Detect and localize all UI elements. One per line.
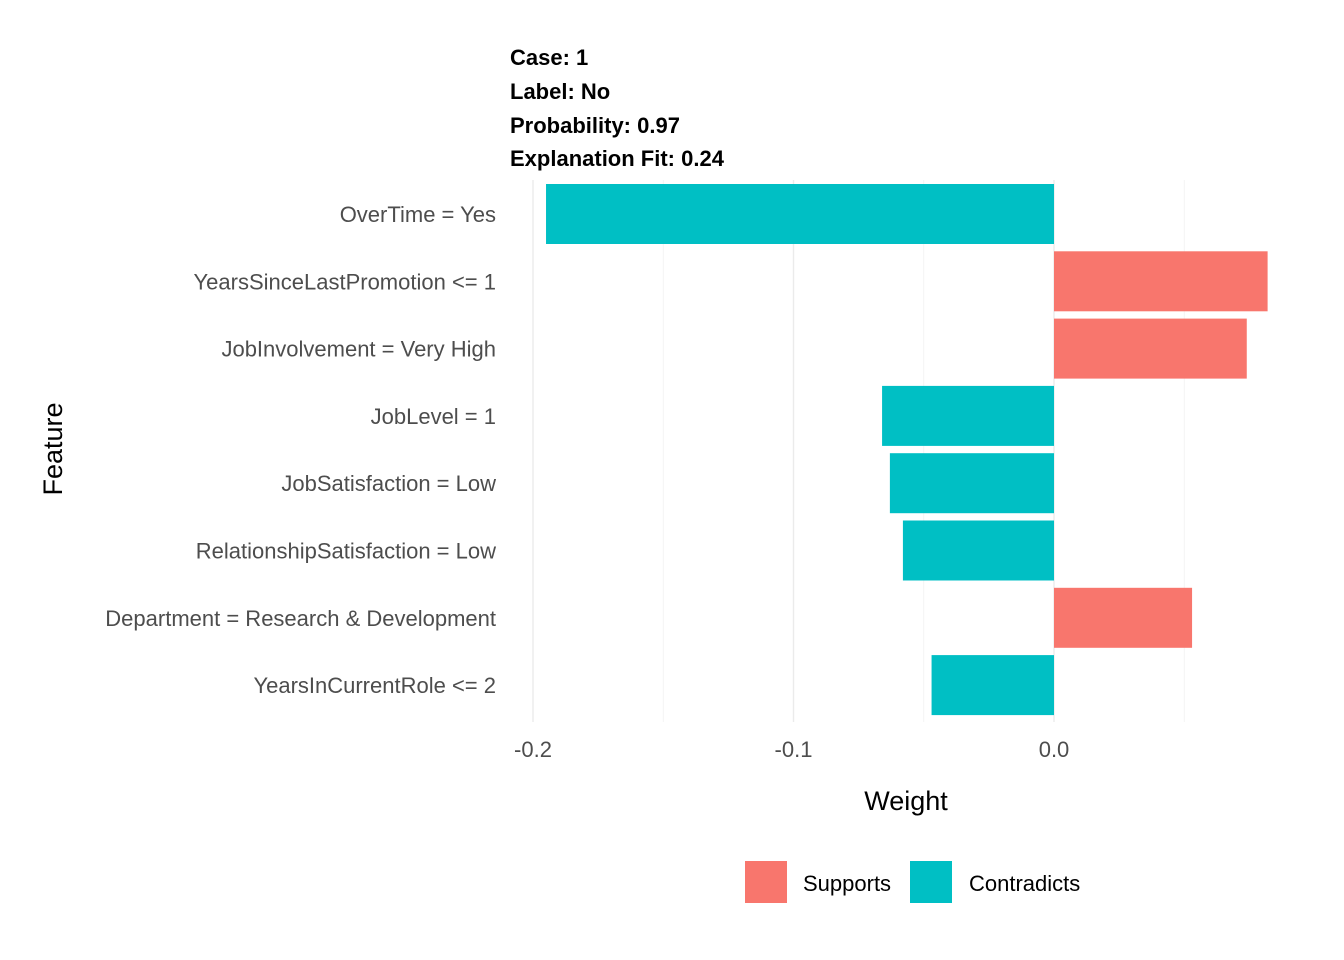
legend-label-supports: Supports [803,871,891,896]
bar-contradicts [931,655,1054,716]
bar-supports [1054,587,1193,648]
bar-contradicts [902,520,1054,581]
case-text: Case: 1 [510,45,588,70]
x-tick-label: -0.2 [514,737,552,762]
explanation-fit-text: Explanation Fit: 0.24 [510,146,725,171]
y-tick-label: JobLevel = 1 [371,404,496,429]
bar-contradicts [882,385,1054,446]
x-axis-title: Weight [864,786,948,816]
y-tick-label: OverTime = Yes [340,202,496,227]
y-tick-label: JobInvolvement = Very High [221,337,496,362]
legend-label-contradicts: Contradicts [969,871,1080,896]
x-tick-label: 0.0 [1039,737,1070,762]
y-tick-labels: OverTime = Yes YearsSinceLastPromotion <=… [105,202,496,698]
legend-key-contradicts [910,861,952,903]
bar-supports [1054,318,1247,379]
probability-text: Probability: 0.97 [510,113,680,138]
y-tick-label: JobSatisfaction = Low [281,471,496,496]
legend-key-supports [745,861,787,903]
bar-contradicts [889,453,1054,514]
x-tick-labels: -0.2 -0.1 0.0 [514,737,1069,762]
legend: Supports Contradicts [745,861,1080,903]
y-tick-label: YearsSinceLastPromotion <= 1 [194,269,497,294]
y-tick-label: YearsInCurrentRole <= 2 [253,673,496,698]
y-axis-title: Feature [38,402,68,495]
y-tick-label: RelationshipSatisfaction = Low [196,539,496,564]
bars [546,184,1268,716]
y-tick-label: Department = Research & Development [105,606,496,631]
x-tick-label: -0.1 [775,737,813,762]
bar-supports [1054,251,1268,312]
chart-header: Case: 1 Label: No Probability: 0.97 Expl… [510,45,725,171]
bar-contradicts [546,184,1054,244]
label-text: Label: No [510,79,610,104]
